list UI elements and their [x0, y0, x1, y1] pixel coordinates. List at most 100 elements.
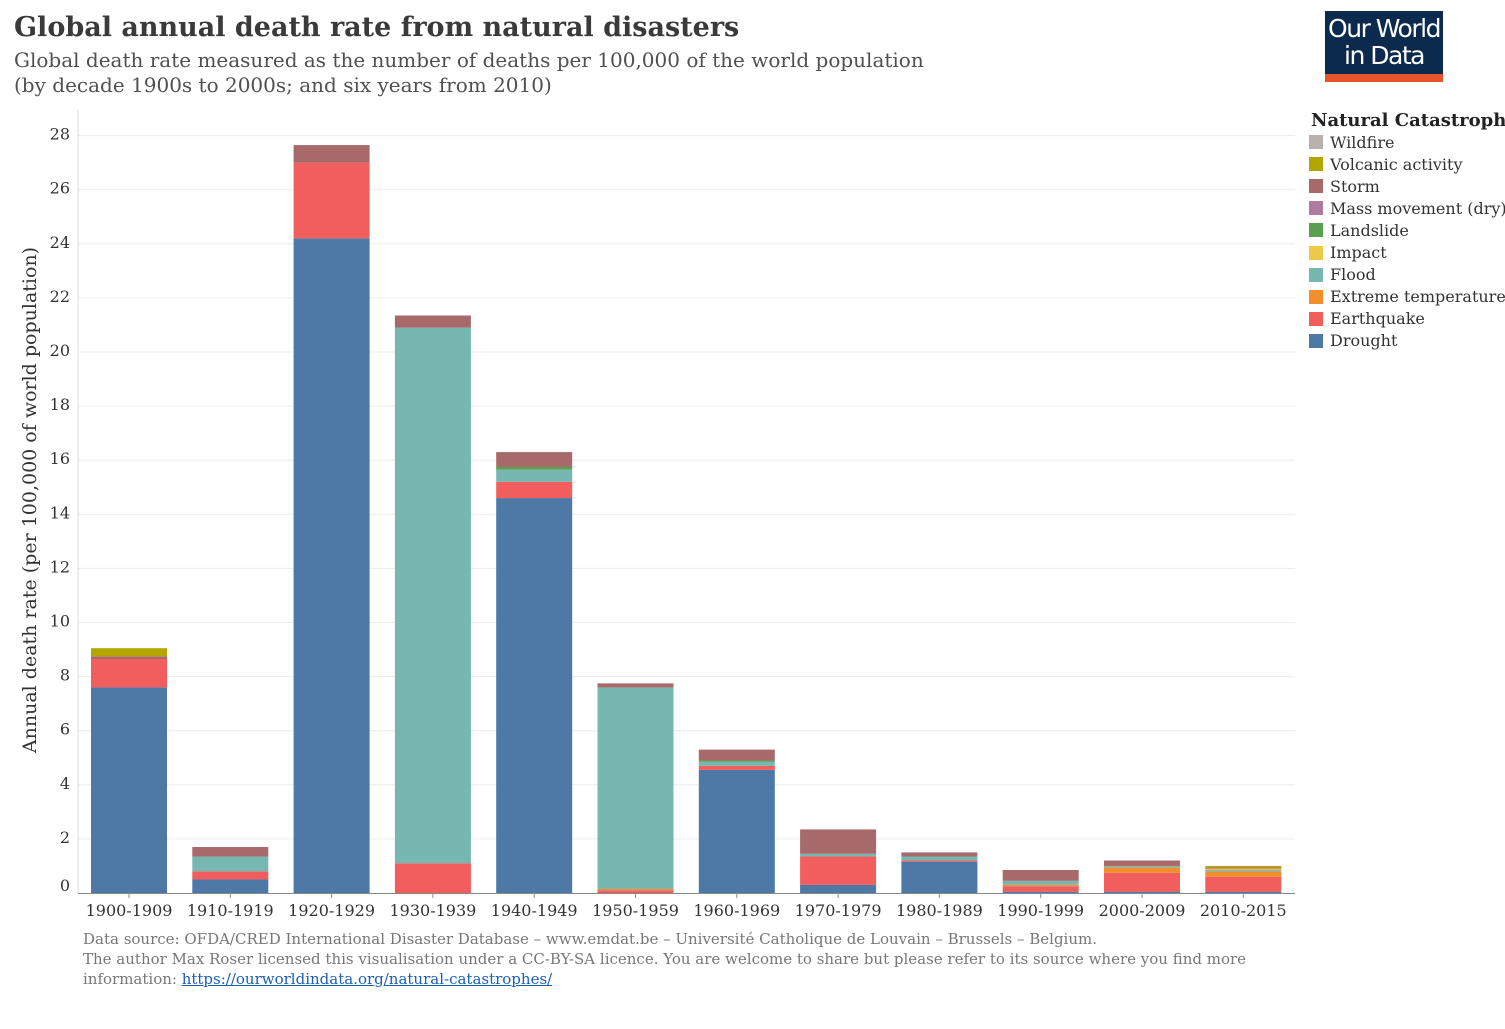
bar-segment — [698, 769, 775, 893]
bar-segment — [597, 888, 674, 891]
bar-segment — [597, 890, 674, 893]
bar-segment — [800, 829, 877, 854]
legend-item[interactable]: Volcanic activity — [1309, 153, 1505, 175]
x-tick-label: 1960-1969 — [693, 901, 780, 920]
bar-segment — [901, 856, 978, 861]
bar-segment — [496, 498, 573, 893]
y-tick-label: 18 — [50, 395, 70, 414]
bar-segment — [901, 860, 978, 862]
legend-label: Extreme temperature — [1330, 287, 1505, 307]
legend-label: Landslide — [1330, 220, 1409, 240]
bar-segment — [1002, 870, 1079, 881]
legend-item[interactable]: Impact — [1309, 241, 1505, 263]
bar-segment — [1205, 891, 1282, 893]
x-tick-label: 1910-1919 — [187, 901, 274, 920]
legend-label: Mass movement (dry) — [1330, 198, 1505, 218]
legend-title: Natural Catastrophe — [1311, 110, 1505, 131]
x-tick-label: 1980-1989 — [896, 901, 983, 920]
x-tick-label: 2000-2009 — [1099, 901, 1186, 920]
y-tick-label: 6 — [60, 720, 70, 739]
x-tick-label: 1900-1909 — [86, 901, 173, 920]
bar-segment — [698, 760, 775, 762]
bar-segment — [800, 856, 877, 885]
legend-item[interactable]: Storm — [1309, 175, 1505, 197]
bar-segment — [698, 749, 775, 761]
legend-item[interactable]: Landslide — [1309, 219, 1505, 241]
legend-swatch — [1309, 245, 1323, 260]
bar-segment — [1205, 871, 1282, 877]
legend-item[interactable]: Flood — [1309, 264, 1505, 286]
bar-segment — [192, 879, 269, 893]
y-tick-label: 2 — [60, 828, 70, 847]
bar-segment — [496, 466, 573, 470]
y-tick-label: 28 — [50, 125, 70, 144]
x-tick-label: 1950-1959 — [592, 901, 679, 920]
legend-item[interactable]: Wildfire — [1309, 131, 1505, 153]
bar-segment — [1104, 872, 1180, 892]
bar-segment — [394, 327, 471, 864]
y-tick-label: 24 — [50, 233, 70, 252]
footer-data-source: Data source: OFDA/CRED International Dis… — [83, 930, 1098, 948]
bar-segment — [1002, 886, 1079, 892]
bar-segment — [91, 659, 167, 688]
bar-segment — [496, 452, 573, 467]
source-link[interactable]: https://ourworldindata.org/natural-catas… — [181, 970, 553, 988]
y-tick-label: 26 — [50, 179, 70, 198]
legend-swatch — [1309, 135, 1323, 150]
bar-segment — [91, 687, 167, 893]
bar-segment — [1205, 870, 1282, 872]
bar-segment — [1205, 867, 1282, 869]
logo-line1: Our World — [1328, 14, 1441, 43]
legend-label: Wildfire — [1330, 132, 1395, 152]
bar-segment — [800, 884, 877, 893]
bar-segment — [91, 656, 167, 660]
x-tick-label: 1920-1929 — [288, 901, 375, 920]
bar-segment — [192, 856, 269, 872]
legend-label: Flood — [1330, 265, 1376, 285]
y-tick-label: 16 — [50, 449, 70, 468]
our-world-in-data-logo[interactable]: Our World in Data — [1325, 11, 1443, 82]
bar-segment — [800, 853, 877, 857]
x-tick-label: 1990-1999 — [997, 901, 1084, 920]
bar-segment — [293, 145, 370, 163]
legend-item[interactable]: Mass movement (dry) — [1309, 197, 1505, 219]
bar-segment — [698, 765, 775, 770]
bar-segment — [192, 871, 269, 880]
bar-segment — [1205, 868, 1282, 871]
logo-line2: in Data — [1344, 41, 1425, 70]
legend-item[interactable]: Drought — [1309, 330, 1505, 352]
bar-segment — [394, 315, 471, 328]
bar-segment — [901, 852, 978, 857]
legend-swatch — [1309, 201, 1323, 216]
x-tick-label: 2010-2015 — [1200, 901, 1287, 920]
x-tick-label: 1940-1949 — [491, 901, 578, 920]
x-tick-label: 1930-1939 — [389, 901, 476, 920]
y-tick-label: 0 — [60, 876, 70, 895]
bar-segment — [1104, 860, 1180, 866]
bar-segment — [1205, 876, 1282, 892]
bar-segment — [1104, 865, 1180, 868]
bar-segment — [496, 481, 573, 499]
bar-segment — [901, 861, 978, 893]
chart-title: Global annual death rate from natural di… — [14, 12, 740, 43]
bar-segment — [394, 863, 471, 893]
legend-item[interactable]: Extreme temperature — [1309, 286, 1505, 308]
bar-segment — [293, 162, 370, 239]
bar-segment — [1205, 865, 1282, 868]
legend-swatch — [1309, 311, 1323, 326]
footer-info-prefix: information: — [83, 970, 182, 988]
footer-info: information: https://ourworldindata.org/… — [83, 970, 552, 988]
bar-segment — [1002, 880, 1079, 885]
y-tick-label: 8 — [60, 666, 70, 685]
legend-label: Storm — [1330, 176, 1380, 196]
legend-label: Earthquake — [1330, 309, 1425, 329]
footer-licence: The author Max Roser licensed this visua… — [83, 950, 1247, 968]
bar-segment — [1104, 867, 1180, 873]
legend-label: Drought — [1330, 331, 1398, 351]
bar-segment — [698, 761, 775, 766]
y-tick-label: 22 — [50, 287, 70, 306]
legend-item[interactable]: Earthquake — [1309, 308, 1505, 330]
x-tick-label: 1970-1979 — [795, 901, 882, 920]
bar-segment — [91, 648, 167, 657]
